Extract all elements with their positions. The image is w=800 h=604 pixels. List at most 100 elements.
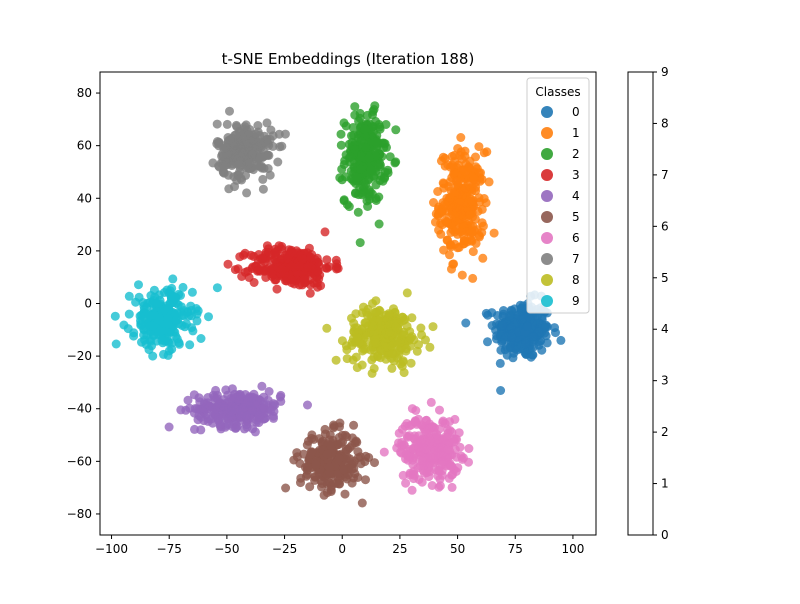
y-tick-label: −80	[67, 507, 92, 521]
scatter-point	[368, 299, 377, 308]
scatter-point	[219, 401, 228, 411]
scatter-point	[341, 172, 350, 182]
scatter-point	[286, 275, 296, 284]
scatter-point	[345, 443, 355, 453]
legend-label: 1	[572, 126, 580, 140]
scatter-point	[312, 253, 322, 263]
scatter-point	[360, 124, 370, 134]
scatter-point	[426, 397, 436, 407]
scatter-point	[368, 321, 378, 331]
scatter-point	[246, 250, 256, 260]
scatter-point	[258, 174, 268, 184]
colorbar-tick-label: 8	[661, 116, 669, 130]
scatter-point	[309, 278, 319, 288]
scatter-point	[257, 381, 267, 391]
scatter-point	[401, 449, 411, 459]
scatter-point	[459, 453, 468, 463]
scatter-point	[275, 392, 285, 402]
scatter-point	[231, 149, 241, 159]
scatter-point	[379, 447, 389, 457]
scatter-point	[383, 168, 393, 178]
scatter-point	[401, 478, 411, 488]
scatter-point	[370, 101, 380, 111]
scatter-point	[410, 417, 420, 426]
scatter-point	[299, 449, 309, 459]
scatter-point	[200, 399, 210, 409]
scatter-point	[519, 312, 528, 322]
scatter-point	[381, 120, 391, 129]
scatter-point	[363, 202, 373, 211]
scatter-point	[355, 452, 365, 462]
scatter-point	[236, 405, 246, 415]
scatter-point	[352, 437, 362, 447]
colorbar-tick-label: 0	[661, 528, 669, 542]
scatter-point	[370, 307, 380, 317]
scatter-point	[277, 265, 287, 275]
scatter-point	[218, 141, 227, 150]
scatter-point	[447, 482, 457, 492]
scatter-point	[465, 210, 475, 220]
scatter-point	[406, 358, 416, 368]
scatter-point	[168, 274, 178, 284]
scatter-point	[322, 323, 332, 333]
scatter-point	[361, 475, 370, 485]
scatter-point	[353, 207, 363, 217]
scatter-point	[322, 255, 332, 265]
scatter-point	[296, 478, 305, 488]
scatter-point	[398, 470, 408, 480]
scatter-point	[136, 320, 146, 330]
scatter-point	[231, 120, 241, 130]
scatter-point	[376, 320, 386, 330]
scatter-point	[397, 437, 407, 447]
scatter-point	[385, 327, 395, 337]
scatter-point	[269, 413, 278, 423]
scatter-point	[274, 241, 284, 251]
scatter-point	[425, 342, 435, 352]
scatter-point	[266, 405, 276, 415]
scatter-point	[196, 334, 206, 343]
scatter-point	[349, 420, 359, 430]
scatter-point	[253, 121, 263, 130]
scatter-point	[402, 288, 412, 298]
scatter-point	[452, 452, 462, 462]
scatter-point	[245, 158, 254, 168]
scatter-point	[342, 354, 352, 364]
scatter-point	[241, 171, 251, 180]
x-tick-label: 100	[561, 542, 584, 556]
y-axis-ticks: −80 −60 −40 −20 0 20 40 60 80	[67, 86, 100, 521]
scatter-point	[456, 227, 466, 237]
scatter-point	[482, 147, 492, 157]
scatter-point	[314, 434, 324, 444]
scatter-point	[352, 333, 362, 342]
scatter-point	[453, 179, 463, 189]
scatter-point	[391, 322, 401, 332]
scatter-point	[339, 465, 349, 475]
scatter-point	[185, 340, 195, 350]
scatter-point	[270, 254, 280, 264]
scatter-point	[124, 291, 134, 301]
scatter-point	[325, 441, 335, 451]
scatter-point	[222, 119, 232, 129]
scatter-point	[410, 431, 420, 441]
scatter-point	[341, 121, 351, 131]
scatter-point	[303, 400, 312, 410]
scatter-point	[224, 419, 234, 429]
scatter-point	[421, 416, 431, 425]
scatter-point	[336, 140, 346, 150]
scatter-point	[351, 352, 361, 362]
scatter-point	[225, 135, 235, 145]
scatter-point	[421, 335, 430, 345]
legend-marker	[541, 106, 553, 118]
scatter-point	[440, 200, 450, 210]
scatter-point	[230, 182, 239, 192]
scatter-point	[459, 236, 469, 246]
scatter-point	[302, 463, 312, 473]
scatter-point	[212, 119, 222, 129]
scatter-point	[346, 152, 356, 162]
scatter-point	[529, 332, 538, 341]
y-tick-label: 40	[77, 191, 92, 205]
scatter-point	[534, 340, 544, 350]
scatter-point	[189, 390, 199, 400]
scatter-point	[454, 242, 464, 252]
scatter-point	[310, 475, 320, 485]
